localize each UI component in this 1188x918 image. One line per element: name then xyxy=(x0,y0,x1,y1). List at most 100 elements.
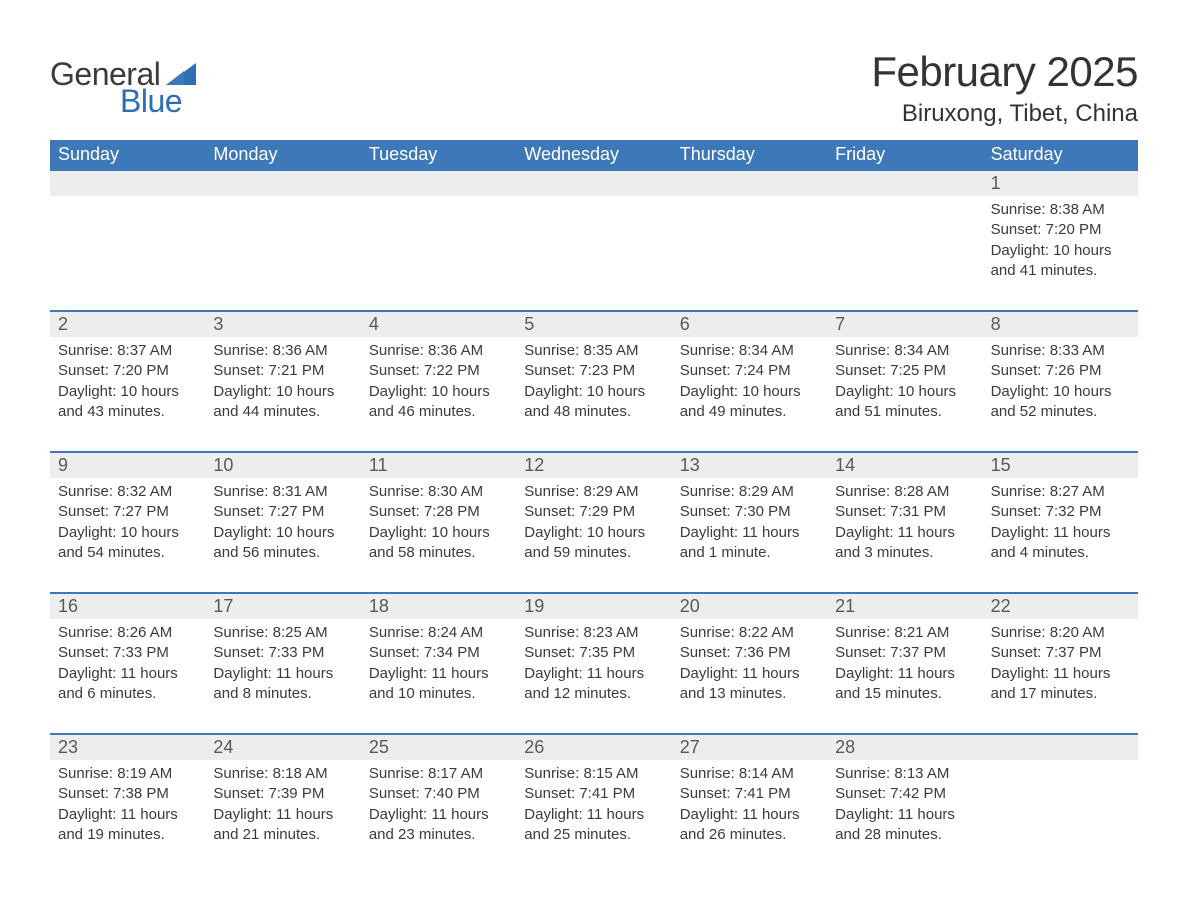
day-number: 8 xyxy=(983,312,1138,337)
day-number: 2 xyxy=(50,312,205,337)
daylight-line: Daylight: 10 hours and 52 minutes. xyxy=(991,382,1132,423)
sunrise-line: Sunrise: 8:13 AM xyxy=(835,764,976,784)
sunset-line: Sunset: 7:37 PM xyxy=(835,643,976,663)
day-number: 17 xyxy=(205,594,360,619)
day-cell: Sunrise: 8:38 AMSunset: 7:20 PMDaylight:… xyxy=(983,196,1138,292)
sunset-line: Sunset: 7:35 PM xyxy=(524,643,665,663)
daylight-line: Daylight: 10 hours and 46 minutes. xyxy=(369,382,510,423)
sunrise-line: Sunrise: 8:27 AM xyxy=(991,482,1132,502)
sunset-line: Sunset: 7:27 PM xyxy=(58,502,199,522)
day-number: 28 xyxy=(827,735,982,760)
weekday-header: Sunday xyxy=(50,140,205,171)
sunrise-line: Sunrise: 8:18 AM xyxy=(213,764,354,784)
day-cell: Sunrise: 8:22 AMSunset: 7:36 PMDaylight:… xyxy=(672,619,827,715)
week-row: ......1Sunrise: 8:38 AMSunset: 7:20 PMDa… xyxy=(50,171,1138,292)
month-title: February 2025 xyxy=(871,48,1138,96)
sunrise-line: Sunrise: 8:14 AM xyxy=(680,764,821,784)
day-number: 18 xyxy=(361,594,516,619)
day-number: 21 xyxy=(827,594,982,619)
day-cell: Sunrise: 8:33 AMSunset: 7:26 PMDaylight:… xyxy=(983,337,1138,433)
day-number: 4 xyxy=(361,312,516,337)
sunrise-line: Sunrise: 8:22 AM xyxy=(680,623,821,643)
sunrise-line: Sunrise: 8:17 AM xyxy=(369,764,510,784)
weeks-container: ......1Sunrise: 8:38 AMSunset: 7:20 PMDa… xyxy=(50,171,1138,856)
daynum-strip: 2345678 xyxy=(50,312,1138,337)
day-cell: Sunrise: 8:32 AMSunset: 7:27 PMDaylight:… xyxy=(50,478,205,574)
day-cell: Sunrise: 8:25 AMSunset: 7:33 PMDaylight:… xyxy=(205,619,360,715)
sunrise-line: Sunrise: 8:31 AM xyxy=(213,482,354,502)
day-cell: Sunrise: 8:36 AMSunset: 7:22 PMDaylight:… xyxy=(361,337,516,433)
daylight-line: Daylight: 11 hours and 19 minutes. xyxy=(58,805,199,846)
sunrise-line: Sunrise: 8:20 AM xyxy=(991,623,1132,643)
sunrise-line: Sunrise: 8:34 AM xyxy=(835,341,976,361)
sunset-line: Sunset: 7:31 PM xyxy=(835,502,976,522)
sunrise-line: Sunrise: 8:25 AM xyxy=(213,623,354,643)
sunrise-line: Sunrise: 8:33 AM xyxy=(991,341,1132,361)
day-number: 3 xyxy=(205,312,360,337)
sunrise-line: Sunrise: 8:19 AM xyxy=(58,764,199,784)
day-cell: Sunrise: 8:34 AMSunset: 7:24 PMDaylight:… xyxy=(672,337,827,433)
day-cell: Sunrise: 8:29 AMSunset: 7:30 PMDaylight:… xyxy=(672,478,827,574)
sunrise-line: Sunrise: 8:35 AM xyxy=(524,341,665,361)
sunset-line: Sunset: 7:37 PM xyxy=(991,643,1132,663)
sunset-line: Sunset: 7:42 PM xyxy=(835,784,976,804)
sunset-line: Sunset: 7:38 PM xyxy=(58,784,199,804)
sunrise-line: Sunrise: 8:36 AM xyxy=(369,341,510,361)
day-cell: Sunrise: 8:30 AMSunset: 7:28 PMDaylight:… xyxy=(361,478,516,574)
daynum-strip: 16171819202122 xyxy=(50,594,1138,619)
day-number: 26 xyxy=(516,735,671,760)
daylight-line: Daylight: 11 hours and 8 minutes. xyxy=(213,664,354,705)
day-cell: Sunrise: 8:28 AMSunset: 7:31 PMDaylight:… xyxy=(827,478,982,574)
sunset-line: Sunset: 7:33 PM xyxy=(58,643,199,663)
day-cell: Sunrise: 8:13 AMSunset: 7:42 PMDaylight:… xyxy=(827,760,982,856)
day-cell: Sunrise: 8:14 AMSunset: 7:41 PMDaylight:… xyxy=(672,760,827,856)
title-block: February 2025 Biruxong, Tibet, China xyxy=(871,48,1138,128)
day-cell: Sunrise: 8:29 AMSunset: 7:29 PMDaylight:… xyxy=(516,478,671,574)
day-cell xyxy=(827,196,982,292)
day-cell: Sunrise: 8:26 AMSunset: 7:33 PMDaylight:… xyxy=(50,619,205,715)
sunrise-line: Sunrise: 8:36 AM xyxy=(213,341,354,361)
sunrise-line: Sunrise: 8:32 AM xyxy=(58,482,199,502)
day-cell: Sunrise: 8:35 AMSunset: 7:23 PMDaylight:… xyxy=(516,337,671,433)
daylight-line: Daylight: 11 hours and 15 minutes. xyxy=(835,664,976,705)
day-number: 16 xyxy=(50,594,205,619)
daylight-line: Daylight: 11 hours and 13 minutes. xyxy=(680,664,821,705)
day-number: 25 xyxy=(361,735,516,760)
sunrise-line: Sunrise: 8:29 AM xyxy=(680,482,821,502)
weekday-header: Friday xyxy=(827,140,982,171)
sunset-line: Sunset: 7:20 PM xyxy=(58,361,199,381)
day-number: 27 xyxy=(672,735,827,760)
day-cell: Sunrise: 8:37 AMSunset: 7:20 PMDaylight:… xyxy=(50,337,205,433)
weekday-header-row: SundayMondayTuesdayWednesdayThursdayFrid… xyxy=(50,140,1138,171)
day-cell xyxy=(983,760,1138,856)
sunset-line: Sunset: 7:27 PM xyxy=(213,502,354,522)
sunrise-line: Sunrise: 8:29 AM xyxy=(524,482,665,502)
sunset-line: Sunset: 7:41 PM xyxy=(524,784,665,804)
daylight-line: Daylight: 11 hours and 1 minute. xyxy=(680,523,821,564)
day-cell xyxy=(205,196,360,292)
day-number: 10 xyxy=(205,453,360,478)
sunrise-line: Sunrise: 8:28 AM xyxy=(835,482,976,502)
day-cell: Sunrise: 8:36 AMSunset: 7:21 PMDaylight:… xyxy=(205,337,360,433)
sunrise-line: Sunrise: 8:23 AM xyxy=(524,623,665,643)
weekday-header: Thursday xyxy=(672,140,827,171)
day-number: 1 xyxy=(983,171,1138,196)
sunrise-line: Sunrise: 8:30 AM xyxy=(369,482,510,502)
day-number: 15 xyxy=(983,453,1138,478)
daylight-line: Daylight: 11 hours and 6 minutes. xyxy=(58,664,199,705)
week-row: 232425262728.Sunrise: 8:19 AMSunset: 7:3… xyxy=(50,733,1138,856)
day-cell xyxy=(516,196,671,292)
day-number: 14 xyxy=(827,453,982,478)
day-number: 12 xyxy=(516,453,671,478)
day-cell xyxy=(50,196,205,292)
day-cell: Sunrise: 8:24 AMSunset: 7:34 PMDaylight:… xyxy=(361,619,516,715)
sunrise-line: Sunrise: 8:15 AM xyxy=(524,764,665,784)
location-label: Biruxong, Tibet, China xyxy=(871,100,1138,128)
sunset-line: Sunset: 7:28 PM xyxy=(369,502,510,522)
day-cell: Sunrise: 8:34 AMSunset: 7:25 PMDaylight:… xyxy=(827,337,982,433)
daylight-line: Daylight: 11 hours and 3 minutes. xyxy=(835,523,976,564)
sunrise-line: Sunrise: 8:37 AM xyxy=(58,341,199,361)
day-number: 22 xyxy=(983,594,1138,619)
header-row: General Blue February 2025 Biruxong, Tib… xyxy=(50,48,1138,128)
sunrise-line: Sunrise: 8:38 AM xyxy=(991,200,1132,220)
